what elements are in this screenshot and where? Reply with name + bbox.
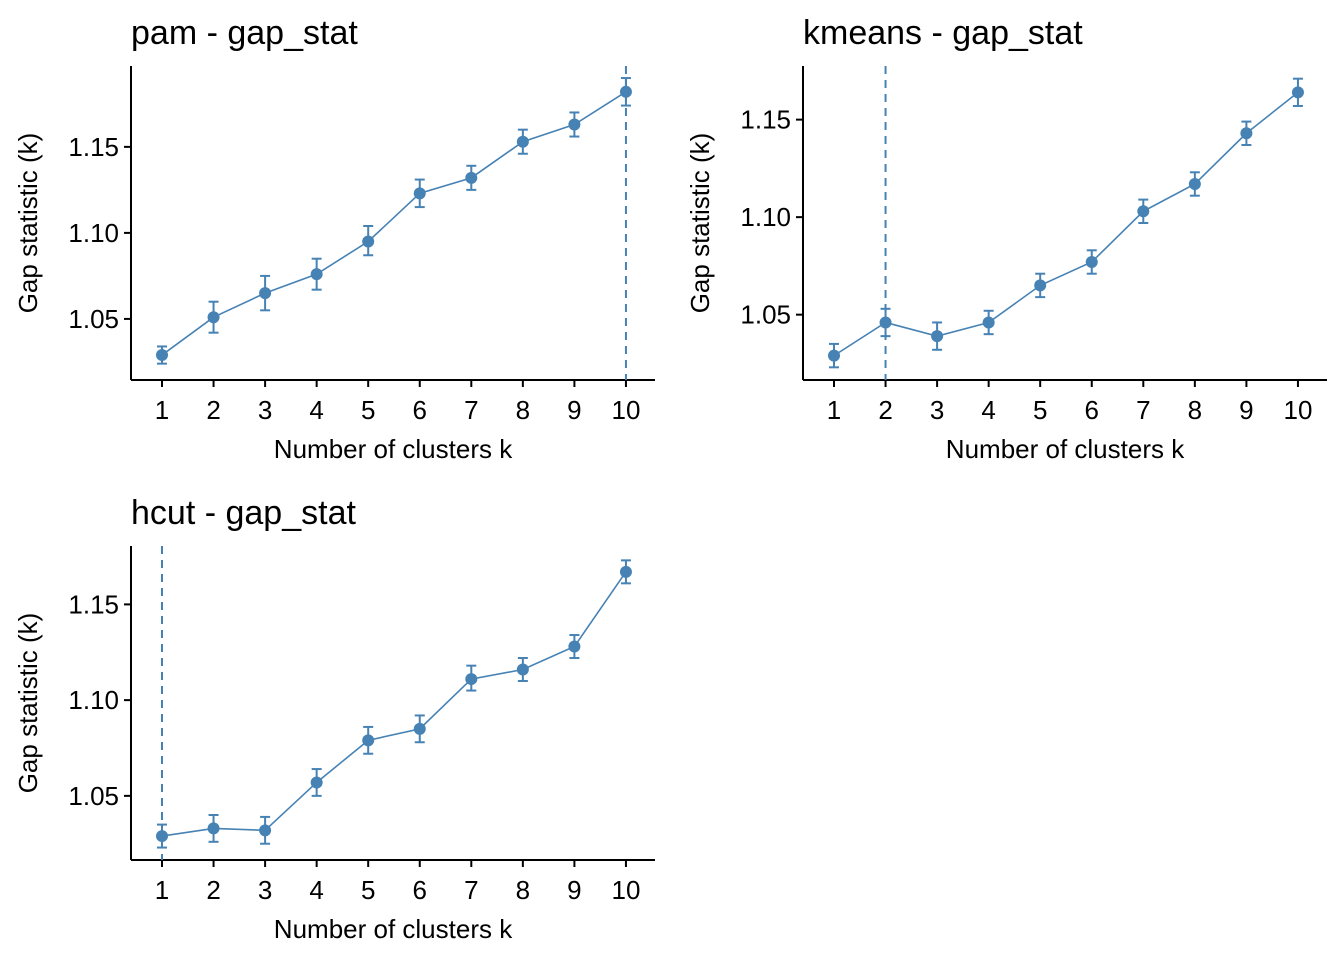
data-point bbox=[156, 349, 168, 362]
data-point bbox=[516, 135, 529, 148]
x-tick-label: 9 bbox=[567, 875, 581, 905]
y-axis-title: Gap statistic (k) bbox=[13, 613, 43, 794]
series-line bbox=[161, 571, 627, 837]
x-tick-label: 5 bbox=[361, 875, 375, 905]
x-tick-label: 10 bbox=[611, 875, 640, 905]
x-tick-label: 8 bbox=[1188, 395, 1202, 425]
x-tick-label: 3 bbox=[258, 395, 272, 425]
x-tick-label: 3 bbox=[930, 395, 944, 425]
data-point bbox=[207, 822, 220, 835]
y-tick-label: 1.15 bbox=[68, 589, 119, 619]
x-tick-label: 1 bbox=[155, 875, 169, 905]
x-tick-label: 4 bbox=[309, 875, 323, 905]
data-point bbox=[259, 824, 272, 837]
data-point bbox=[362, 734, 375, 747]
chart-panel-3: hcut - gap_stat 1.05 1.10 1.15 1 2 3 4 5 6 7 8 9 10 Nu… bbox=[13, 494, 655, 944]
x-tick-label: 10 bbox=[611, 395, 640, 425]
x-tick-label: 4 bbox=[309, 395, 323, 425]
data-point bbox=[1085, 256, 1098, 269]
data-point bbox=[516, 663, 529, 676]
data-point bbox=[156, 830, 168, 843]
data-point bbox=[931, 330, 944, 343]
x-tick-label: 1 bbox=[827, 395, 841, 425]
y-tick-label: 1.10 bbox=[68, 218, 119, 248]
data-point bbox=[413, 187, 426, 200]
data-point bbox=[207, 311, 220, 324]
x-tick-label: 6 bbox=[413, 395, 427, 425]
data-point bbox=[465, 673, 478, 686]
x-tick-label: 9 bbox=[1239, 395, 1253, 425]
chart-title: hcut - gap_stat bbox=[131, 494, 356, 532]
x-tick-label: 6 bbox=[1085, 395, 1099, 425]
y-tick-label: 1.05 bbox=[68, 781, 119, 811]
x-tick-label: 7 bbox=[1136, 395, 1150, 425]
data-point bbox=[310, 776, 323, 789]
data-point bbox=[310, 268, 323, 281]
x-tick-label: 7 bbox=[464, 395, 478, 425]
chart-panel-1: pam - gap_stat 1.05 1.10 1.15 1 2 3 4 5 6 7 8 9 10 Num… bbox=[13, 14, 655, 464]
y-axis-title: Gap statistic (k) bbox=[685, 133, 715, 314]
x-tick-label: 2 bbox=[206, 395, 220, 425]
data-point bbox=[1291, 86, 1304, 99]
x-tick-label: 9 bbox=[567, 395, 581, 425]
x-tick-label: 8 bbox=[516, 875, 530, 905]
data-point bbox=[413, 722, 426, 735]
x-axis-title: Number of clusters k bbox=[946, 434, 1185, 464]
data-point bbox=[982, 316, 995, 329]
data-point bbox=[828, 349, 840, 362]
x-tick-label: 2 bbox=[878, 395, 892, 425]
x-tick-label: 5 bbox=[1033, 395, 1047, 425]
y-tick-label: 1.05 bbox=[740, 300, 791, 330]
y-tick-label: 1.05 bbox=[68, 304, 119, 334]
x-tick-label: 8 bbox=[516, 395, 530, 425]
y-tick-label: 1.15 bbox=[740, 105, 791, 135]
data-point bbox=[1034, 279, 1047, 292]
y-tick-label: 1.10 bbox=[740, 202, 791, 232]
data-point bbox=[619, 85, 632, 98]
data-point bbox=[362, 235, 375, 248]
x-axis-title: Number of clusters k bbox=[274, 434, 513, 464]
y-tick-label: 1.15 bbox=[68, 132, 119, 162]
data-point bbox=[1188, 177, 1201, 190]
data-point bbox=[568, 118, 581, 131]
x-axis-title: Number of clusters k bbox=[274, 914, 513, 944]
y-axis-title: Gap statistic (k) bbox=[13, 133, 43, 314]
x-tick-label: 4 bbox=[981, 395, 995, 425]
x-tick-label: 5 bbox=[361, 395, 375, 425]
data-point bbox=[619, 565, 632, 578]
chart-panel-2: kmeans - gap_stat 1.05 1.10 1.15 1 2 3 4 5 6 7 8 9 10… bbox=[685, 14, 1327, 464]
data-point bbox=[1137, 205, 1150, 218]
series-line bbox=[833, 91, 1299, 357]
data-point bbox=[879, 316, 892, 329]
x-tick-label: 1 bbox=[155, 395, 169, 425]
x-tick-label: 2 bbox=[206, 875, 220, 905]
data-point bbox=[1240, 127, 1253, 140]
data-point bbox=[465, 171, 478, 184]
series-line bbox=[161, 91, 627, 356]
chart-title: kmeans - gap_stat bbox=[803, 14, 1083, 52]
data-point bbox=[568, 640, 581, 653]
x-tick-label: 7 bbox=[464, 875, 478, 905]
x-tick-label: 10 bbox=[1283, 395, 1312, 425]
data-point bbox=[259, 287, 272, 300]
x-tick-label: 6 bbox=[413, 875, 427, 905]
x-tick-label: 3 bbox=[258, 875, 272, 905]
y-tick-label: 1.10 bbox=[68, 685, 119, 715]
chart-title: pam - gap_stat bbox=[131, 14, 358, 52]
